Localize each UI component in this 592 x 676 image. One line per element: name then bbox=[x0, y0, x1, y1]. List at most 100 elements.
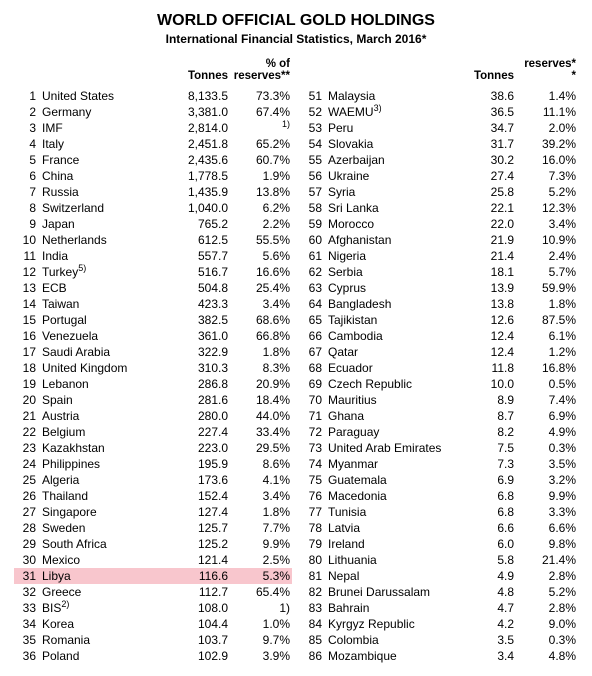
table-row: 28Sweden125.77.7% bbox=[14, 520, 292, 536]
table-row: 13ECB504.825.4% bbox=[14, 280, 292, 296]
cell-rank: 19 bbox=[14, 376, 40, 392]
cell-tonnes: 4.2 bbox=[454, 616, 516, 632]
cell-country: France bbox=[40, 152, 168, 168]
table-row: 3IMF2,814.01) bbox=[14, 120, 292, 136]
cell-rank: 12 bbox=[14, 264, 40, 280]
table-row: 11India557.75.6% bbox=[14, 248, 292, 264]
cell-pct: 2.5% bbox=[230, 552, 292, 568]
cell-tonnes: 423.3 bbox=[168, 296, 230, 312]
table-row: 24Philippines195.98.6% bbox=[14, 456, 292, 472]
cell-pct: 6.1% bbox=[516, 328, 578, 344]
cell-country: Slovakia bbox=[326, 136, 454, 152]
cell-tonnes: 3.4 bbox=[454, 648, 516, 664]
cell-country: Mozambique bbox=[326, 648, 454, 664]
cell-pct: 8.6% bbox=[230, 456, 292, 472]
table-row: 81Nepal4.92.8% bbox=[300, 568, 578, 584]
cell-pct: 33.4% bbox=[230, 424, 292, 440]
cell-pct: 7.4% bbox=[516, 392, 578, 408]
cell-pct: 3.4% bbox=[230, 488, 292, 504]
cell-tonnes: 38.6 bbox=[454, 88, 516, 104]
table-row: 60Afghanistan21.910.9% bbox=[300, 232, 578, 248]
cell-rank: 52 bbox=[300, 104, 326, 120]
cell-pct: 87.5% bbox=[516, 312, 578, 328]
table-row: 85Colombia3.50.3% bbox=[300, 632, 578, 648]
table-row: 32Greece112.765.4% bbox=[14, 584, 292, 600]
cell-pct: 65.2% bbox=[230, 136, 292, 152]
cell-country: Sweden bbox=[40, 520, 168, 536]
cell-tonnes: 1,040.0 bbox=[168, 200, 230, 216]
cell-tonnes: 2,435.6 bbox=[168, 152, 230, 168]
cell-rank: 27 bbox=[14, 504, 40, 520]
table-row: 59Morocco22.03.4% bbox=[300, 216, 578, 232]
cell-country: Cyprus bbox=[326, 280, 454, 296]
cell-pct: 16.6% bbox=[230, 264, 292, 280]
cell-rank: 57 bbox=[300, 184, 326, 200]
cell-tonnes: 3,381.0 bbox=[168, 104, 230, 120]
cell-pct: 5.7% bbox=[516, 264, 578, 280]
cell-tonnes: 4.7 bbox=[454, 600, 516, 616]
table-row: 71Ghana8.76.9% bbox=[300, 408, 578, 424]
table-row: 15Portugal382.568.6% bbox=[14, 312, 292, 328]
cell-tonnes: 13.9 bbox=[454, 280, 516, 296]
cell-tonnes: 102.9 bbox=[168, 648, 230, 664]
cell-pct: 1) bbox=[230, 600, 292, 616]
cell-pct: 3.9% bbox=[230, 648, 292, 664]
cell-tonnes: 765.2 bbox=[168, 216, 230, 232]
header-tonnes: Tonnes bbox=[168, 58, 230, 88]
cell-pct: 2.8% bbox=[516, 568, 578, 584]
table-row: 4Italy2,451.865.2% bbox=[14, 136, 292, 152]
cell-pct: 5.2% bbox=[516, 184, 578, 200]
cell-country: Ghana bbox=[326, 408, 454, 424]
cell-rank: 85 bbox=[300, 632, 326, 648]
cell-rank: 30 bbox=[14, 552, 40, 568]
cell-country: Latvia bbox=[326, 520, 454, 536]
cell-country: Thailand bbox=[40, 488, 168, 504]
cell-country: Taiwan bbox=[40, 296, 168, 312]
cell-pct: 6.2% bbox=[230, 200, 292, 216]
cell-pct: 2.4% bbox=[516, 248, 578, 264]
header-tonnes: Tonnes bbox=[454, 58, 516, 88]
cell-country: Belgium bbox=[40, 424, 168, 440]
cell-rank: 29 bbox=[14, 536, 40, 552]
table-row: 14Taiwan423.33.4% bbox=[14, 296, 292, 312]
cell-country: Kazakhstan bbox=[40, 440, 168, 456]
cell-rank: 59 bbox=[300, 216, 326, 232]
cell-tonnes: 108.0 bbox=[168, 600, 230, 616]
cell-tonnes: 6.8 bbox=[454, 504, 516, 520]
cell-pct: 12.3% bbox=[516, 200, 578, 216]
table-row: 6China1,778.51.9% bbox=[14, 168, 292, 184]
table-row: 68Ecuador11.816.8% bbox=[300, 360, 578, 376]
cell-pct: 1.0% bbox=[230, 616, 292, 632]
cell-tonnes: 103.7 bbox=[168, 632, 230, 648]
cell-rank: 13 bbox=[14, 280, 40, 296]
cell-pct: 3.4% bbox=[516, 216, 578, 232]
cell-tonnes: 121.4 bbox=[168, 552, 230, 568]
table-row: 35Romania103.79.7% bbox=[14, 632, 292, 648]
cell-country: Brunei Darussalam bbox=[326, 584, 454, 600]
cell-pct: 44.0% bbox=[230, 408, 292, 424]
page-title: WORLD OFFICIAL GOLD HOLDINGS bbox=[14, 12, 578, 30]
cell-pct: 68.6% bbox=[230, 312, 292, 328]
cell-country: Cambodia bbox=[326, 328, 454, 344]
cell-tonnes: 6.9 bbox=[454, 472, 516, 488]
table-row: 36Poland102.93.9% bbox=[14, 648, 292, 664]
cell-rank: 25 bbox=[14, 472, 40, 488]
cell-pct: 39.2% bbox=[516, 136, 578, 152]
cell-rank: 3 bbox=[14, 120, 40, 136]
cell-country: Greece bbox=[40, 584, 168, 600]
cell-rank: 84 bbox=[300, 616, 326, 632]
table-row: 17Saudi Arabia322.91.8% bbox=[14, 344, 292, 360]
cell-country: Spain bbox=[40, 392, 168, 408]
cell-tonnes: 27.4 bbox=[454, 168, 516, 184]
cell-rank: 65 bbox=[300, 312, 326, 328]
cell-pct: 1.8% bbox=[230, 504, 292, 520]
cell-country: Peru bbox=[326, 120, 454, 136]
cell-tonnes: 4.9 bbox=[454, 568, 516, 584]
cell-pct: 9.8% bbox=[516, 536, 578, 552]
table-row: 51Malaysia38.61.4% bbox=[300, 88, 578, 104]
cell-tonnes: 11.8 bbox=[454, 360, 516, 376]
cell-tonnes: 22.1 bbox=[454, 200, 516, 216]
cell-pct: 11.1% bbox=[516, 104, 578, 120]
cell-rank: 28 bbox=[14, 520, 40, 536]
cell-rank: 54 bbox=[300, 136, 326, 152]
